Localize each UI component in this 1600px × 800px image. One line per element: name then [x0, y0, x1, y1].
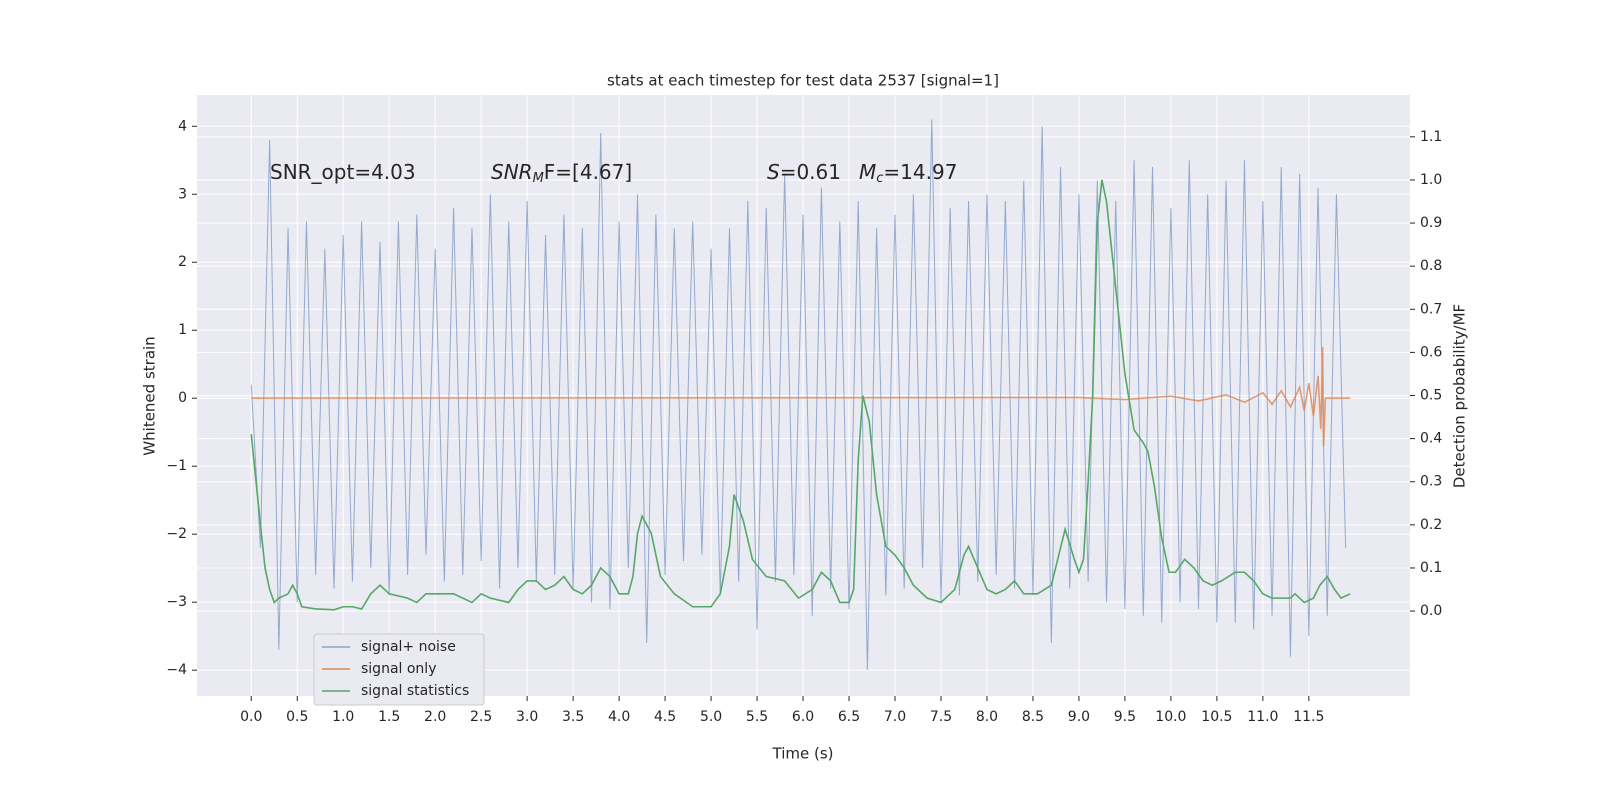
x-tick-label: 11.0: [1247, 709, 1278, 725]
y2-axis-label: Detection probability/MF: [1451, 304, 1469, 488]
y-tick-label: 4: [178, 118, 187, 134]
x-tick-label: 11.5: [1293, 709, 1324, 725]
y2-tick-label: 1.1: [1420, 129, 1442, 145]
x-tick-label: 9.0: [1068, 709, 1090, 725]
x-tick-label: 4.0: [608, 709, 630, 725]
y2-tick-label: 0.1: [1420, 560, 1442, 576]
annotation: SNRMF=[4.67]: [491, 160, 632, 186]
legend-label: signal only: [361, 661, 436, 677]
y2-tick-label: 0.7: [1420, 301, 1442, 317]
y2-tick-label: 0.0: [1420, 603, 1442, 619]
annotation-part: F=[4.67]: [544, 160, 632, 184]
y-tick-label: 1: [178, 322, 187, 338]
annotation-part: M: [859, 160, 876, 184]
y-tick-label: 3: [178, 186, 187, 202]
series-line: [251, 347, 1351, 446]
annotation-part: SNR_opt=4.03: [270, 160, 416, 184]
series-line: [250, 179, 1351, 611]
annotation-part: =0.61: [780, 160, 841, 184]
y-tick-label: 0: [178, 390, 187, 406]
x-tick-label: 0.0: [240, 709, 262, 725]
y2-tick-label: 0.5: [1420, 388, 1442, 404]
x-tick-label: 5.0: [700, 709, 722, 725]
y2-tick-label: 1.0: [1420, 172, 1442, 188]
y-tick-label: −4: [166, 662, 187, 678]
x-tick-label: 6.0: [792, 709, 814, 725]
x-tick-label: 2.0: [424, 709, 446, 725]
annotation-part: c: [876, 171, 883, 186]
annotation: SNR_opt=4.03: [270, 160, 416, 184]
x-tick-label: 10.0: [1155, 709, 1186, 725]
annotation-part: M: [533, 171, 544, 186]
x-tick-label: 7.0: [884, 709, 906, 725]
y2-tick-label: 0.9: [1420, 215, 1442, 231]
x-tick-label: 0.5: [286, 709, 308, 725]
y-axis-label: Whitened strain: [141, 336, 159, 455]
x-tick-label: 5.5: [746, 709, 768, 725]
x-tick-label: 3.0: [516, 709, 538, 725]
x-tick-label: 1.0: [332, 709, 354, 725]
y-tick-label: −2: [166, 526, 187, 542]
y2-tick-label: 0.3: [1420, 474, 1442, 490]
series-line: [250, 119, 1347, 671]
legend-label: signal+ noise: [361, 639, 456, 655]
annotation-part: S: [767, 160, 780, 184]
legend-label: signal statistics: [361, 683, 469, 699]
x-tick-label: 6.5: [838, 709, 860, 725]
x-tick-label: 8.0: [976, 709, 998, 725]
y2-tick-label: 0.6: [1420, 344, 1442, 360]
x-axis-label: Time (s): [772, 745, 834, 763]
x-tick-label: 10.5: [1201, 709, 1232, 725]
y2-tick-label: 0.2: [1420, 517, 1442, 533]
annotation: S=0.61: [767, 160, 841, 184]
annotation-part: =14.97: [883, 160, 957, 184]
x-tick-label: 4.5: [654, 709, 676, 725]
y-tick-label: −3: [166, 594, 187, 610]
chart-title: stats at each timestep for test data 253…: [607, 72, 999, 90]
legend-box: [313, 633, 485, 706]
x-tick-label: 9.5: [1114, 709, 1136, 725]
x-tick-label: 2.5: [470, 709, 492, 725]
y-tick-label: −1: [166, 458, 187, 474]
y2-tick-label: 0.4: [1420, 431, 1442, 447]
annotation-part: SNR: [491, 160, 533, 184]
annotation: Mc=14.97: [859, 160, 957, 186]
y2-tick-label: 0.8: [1420, 258, 1442, 274]
legend: signal+ noise signal only signal statistic…: [313, 633, 485, 706]
x-tick-label: 7.5: [930, 709, 952, 725]
x-tick-label: 1.5: [378, 709, 400, 725]
x-tick-label: 3.5: [562, 709, 584, 725]
y-tick-label: 2: [178, 254, 187, 270]
x-tick-label: 8.5: [1022, 709, 1044, 725]
